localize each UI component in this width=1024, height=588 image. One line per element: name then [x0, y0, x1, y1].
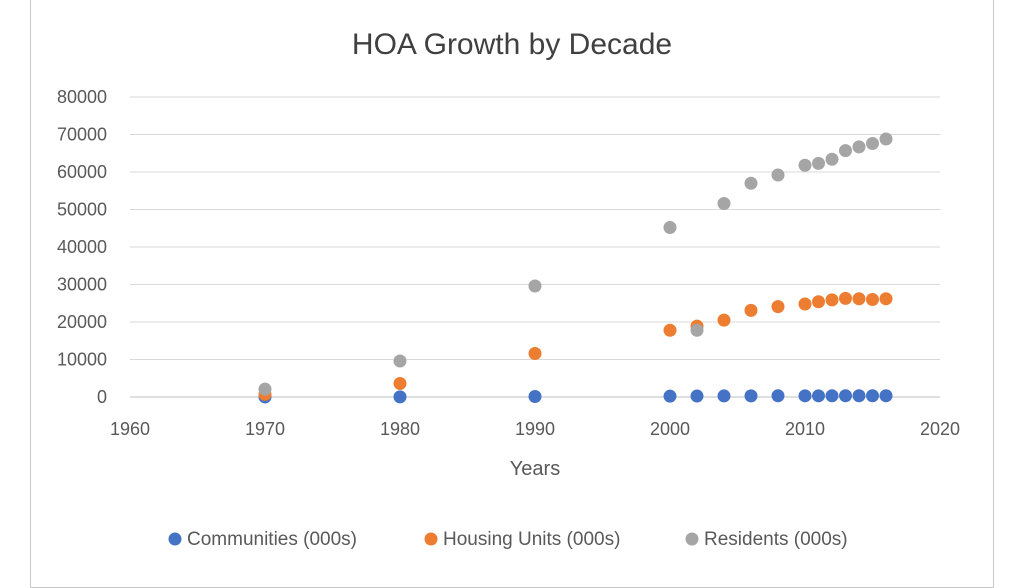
- series-3-point: [717, 197, 731, 210]
- series-3-point: [798, 158, 812, 172]
- series-3-point: [852, 140, 866, 154]
- series-3-point: [258, 382, 272, 396]
- series-2-point: [717, 313, 731, 327]
- data-points: [258, 132, 893, 404]
- y-tick-label: 70000: [57, 125, 107, 145]
- series-2-point: [528, 347, 542, 360]
- x-axis-ticks: 1960 1970 1980 1990 2000 2010 2020: [110, 419, 960, 439]
- series-3-point: [839, 144, 852, 158]
- legend-label: Communities (000s): [187, 529, 357, 550]
- series-1-point: [839, 389, 852, 403]
- x-tick-label: 1960: [110, 419, 150, 439]
- series-1-point: [812, 389, 825, 403]
- series-2-point: [866, 293, 879, 306]
- y-tick-label: 40000: [57, 237, 107, 257]
- series-1-point: [744, 389, 758, 403]
- legend-item: Communities (000s): [168, 529, 357, 550]
- x-tick-label: 1970: [245, 419, 285, 439]
- series-3-point: [690, 323, 704, 337]
- series-3-point: [663, 221, 677, 234]
- y-tick-label: 30000: [57, 275, 107, 295]
- legend: Communities (000s) Housing Units (000s) Re…: [168, 529, 848, 550]
- series-1-point: [663, 389, 677, 403]
- x-axis-label: Years: [510, 458, 560, 480]
- x-tick-label: 2000: [650, 419, 690, 439]
- x-tick-label: 1980: [380, 419, 420, 439]
- series-1-point: [852, 389, 866, 403]
- x-tick-label: 2020: [920, 419, 960, 439]
- legend-marker: [168, 532, 182, 546]
- legend-item: Housing Units (000s): [424, 529, 620, 550]
- series-3-point: [812, 156, 825, 170]
- y-tick-label: 60000: [57, 162, 107, 182]
- chart-title: HOA Growth by Decade: [352, 28, 672, 61]
- series-2-point: [663, 323, 677, 337]
- y-tick-label: 0: [97, 387, 107, 407]
- series-3-point: [866, 137, 879, 150]
- series-3-point: [393, 354, 407, 368]
- legend-marker: [424, 532, 438, 546]
- series-2-point: [798, 297, 812, 311]
- series-2-point: [879, 292, 893, 306]
- series-2-point: [744, 303, 758, 317]
- y-tick-label: 20000: [57, 312, 107, 332]
- series-1-point: [879, 389, 893, 403]
- legend-label: Residents (000s): [704, 529, 848, 550]
- series-2-point: [393, 377, 407, 390]
- series-3-point: [879, 132, 893, 146]
- y-axis-ticks: 0 10000 20000 30000 40000 50000 60000 70000 8000…: [57, 87, 107, 407]
- series-3-point: [771, 168, 785, 182]
- series-1-point: [393, 390, 407, 404]
- legend-marker: [685, 532, 699, 546]
- legend-item: Residents (000s): [685, 529, 848, 550]
- series-1-point: [866, 389, 879, 403]
- x-tick-label: 2010: [785, 419, 825, 439]
- series-1-point: [717, 389, 731, 403]
- y-tick-label: 80000: [57, 87, 107, 107]
- series-1-point: [825, 389, 839, 403]
- series-1-point: [798, 389, 812, 403]
- x-tick-label: 1990: [515, 419, 555, 439]
- y-tick-label: 10000: [57, 350, 107, 370]
- series-3-point: [825, 152, 839, 166]
- series-1-point: [771, 389, 785, 403]
- series-2-point: [852, 292, 866, 306]
- series-2-point: [825, 293, 839, 307]
- series-2-point: [839, 291, 852, 305]
- series-1-point: [690, 389, 704, 403]
- series-1-point: [528, 390, 542, 404]
- series-2-point: [812, 295, 825, 309]
- scatter-chart: HOA Growth by Decade 0 10000 20000 30000 400…: [57, 28, 960, 550]
- y-tick-label: 50000: [57, 200, 107, 220]
- legend-label: Housing Units (000s): [443, 529, 620, 550]
- series-3-point: [528, 279, 542, 293]
- series-3-point: [744, 176, 758, 190]
- series-2-point: [771, 300, 785, 314]
